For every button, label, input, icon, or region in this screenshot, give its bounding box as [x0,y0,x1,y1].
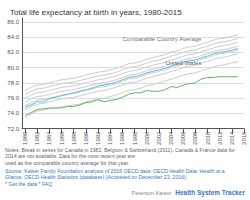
svg-text:1988: 1988 [71,131,77,145]
svg-text:United States: United States [165,60,201,66]
svg-text:78.0: 78.0 [7,80,19,86]
svg-text:2016: 2016 [241,131,247,145]
svg-text:2008: 2008 [192,131,198,145]
svg-text:1986: 1986 [59,131,65,145]
svg-text:1992: 1992 [95,131,101,145]
svg-text:2006: 2006 [180,131,186,145]
svg-text:2000: 2000 [144,131,150,145]
svg-text:80.0: 80.0 [7,65,19,71]
svg-text:used as the comparable country: used as the comparable country average f… [5,160,129,166]
svg-text:86.0: 86.0 [7,19,19,25]
svg-text:2012: 2012 [217,131,223,145]
svg-text:Notes: Break in series for Can: Notes: Break in series for Canada in 198… [5,147,235,153]
svg-text:Total life expectancy at birth: Total life expectancy at birth in years,… [10,8,182,17]
svg-text:2014: 2014 [229,131,235,145]
svg-text:1996: 1996 [119,131,125,145]
svg-text:* Get the data * FAQ: * Get the data * FAQ [5,181,52,187]
svg-text:1998: 1998 [132,131,138,145]
svg-text:2014 are not available. Data f: 2014 are not available. Data for the mos… [5,153,135,159]
svg-text:2002: 2002 [156,131,162,145]
svg-text:1982: 1982 [34,131,40,145]
svg-text:2004: 2004 [168,131,174,145]
svg-text:1994: 1994 [107,131,113,145]
svg-text:Health System Tracker: Health System Tracker [175,189,245,197]
svg-text:82.0: 82.0 [7,49,19,55]
svg-text:1990: 1990 [83,131,89,145]
svg-text:72.0: 72.0 [7,126,19,132]
svg-text:2010: 2010 [205,131,211,145]
svg-text:1984: 1984 [46,131,52,145]
svg-text:74.0: 74.0 [7,110,19,116]
svg-text:76.0: 76.0 [7,95,19,101]
svg-text:84.0: 84.0 [7,34,19,40]
svg-text:Glance, OECD Health Statistics: Glance, OECD Health Statistics (database… [5,174,187,180]
svg-text:Comparable Country Average: Comparable Country Average [122,36,202,42]
svg-text:Source: Kaiser Family Foundati: Source: Kaiser Family Foundation analysi… [5,168,225,174]
svg-text:1980: 1980 [22,131,28,145]
svg-text:Peterson-Kaiser: Peterson-Kaiser [132,190,172,196]
